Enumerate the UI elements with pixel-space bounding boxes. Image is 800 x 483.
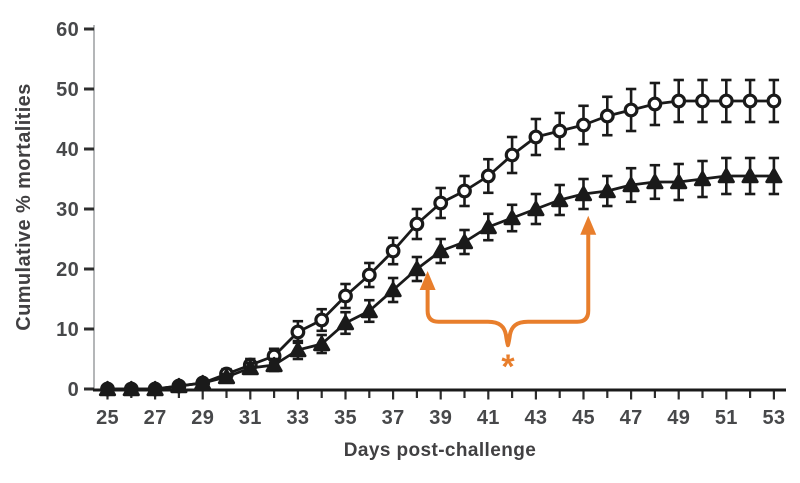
filled-triangle-marker — [241, 359, 259, 376]
filled-triangle-marker — [289, 341, 307, 358]
x-tick-label: 39 — [429, 407, 452, 429]
open-circle-marker — [480, 168, 496, 184]
open-circle-marker — [766, 93, 782, 109]
x-tick-label: 43 — [524, 407, 547, 429]
filled-triangle-marker — [432, 242, 450, 259]
filled-triangle-marker — [717, 167, 735, 184]
significance-annotation: * — [419, 215, 597, 386]
x-tick-label: 31 — [239, 407, 262, 429]
filled-triangle-marker — [384, 281, 402, 298]
chart-plot-area: 0 10 20 30 40 50 60 25 27 29 31 33 35 37 39 41 43 45 47 49 5… — [56, 19, 786, 429]
filled-triangle-marker — [217, 368, 236, 385]
x-axis: 25 27 29 31 33 35 37 39 41 43 45 47 49 51 53 — [93, 388, 786, 429]
filled-triangle-marker — [98, 380, 117, 397]
filled-triangle-marker — [598, 182, 616, 199]
open-circle-marker — [504, 147, 520, 163]
y-tick-label: 20 — [56, 259, 79, 281]
y-tick-label: 50 — [56, 79, 79, 101]
x-tick-label: 45 — [572, 407, 595, 429]
y-tick-label: 60 — [56, 19, 79, 41]
y-tick-label: 40 — [56, 139, 79, 161]
x-tick-label: 35 — [334, 407, 357, 429]
filled-triangle-marker — [574, 185, 593, 202]
open-circle-marker — [361, 267, 377, 283]
x-tick-label: 47 — [620, 407, 643, 429]
x-tick-label: 41 — [477, 407, 500, 429]
filled-triangle-marker — [455, 233, 474, 250]
x-axis-title: Days post-challenge — [344, 440, 536, 461]
open-circle-marker — [385, 243, 401, 259]
x-tick-label: 33 — [286, 407, 309, 429]
filled-triangle-marker — [194, 374, 212, 391]
series-open-circles — [100, 78, 782, 397]
open-circle-marker — [552, 123, 568, 139]
x-tick-label: 53 — [762, 407, 785, 429]
open-circle-marker — [671, 93, 687, 109]
filled-triangle-marker — [693, 170, 712, 187]
filled-triangle-marker — [527, 200, 545, 217]
open-circle-marker — [314, 312, 330, 328]
significance-bracket — [425, 229, 591, 348]
x-tick-label: 49 — [667, 407, 690, 429]
y-tick-label: 30 — [56, 199, 79, 221]
x-tick-label: 51 — [715, 407, 738, 429]
filled-triangle-marker — [503, 209, 521, 226]
open-circle-marker — [695, 93, 710, 109]
filled-triangle-marker — [122, 380, 140, 397]
up-arrow-icon — [580, 215, 597, 235]
open-circle-marker — [433, 195, 449, 211]
open-circle-marker — [457, 183, 472, 199]
significance-asterisk: * — [501, 348, 515, 386]
filled-triangle-marker — [741, 167, 759, 184]
open-circle-marker — [599, 108, 615, 124]
filled-triangle-marker — [670, 173, 688, 190]
y-tick-label: 0 — [68, 379, 79, 401]
open-circle-marker — [647, 96, 663, 112]
filled-triangle-marker — [551, 191, 569, 208]
x-tick-label: 27 — [144, 407, 167, 429]
open-circle-marker — [576, 117, 591, 133]
open-circle-marker — [290, 324, 306, 340]
y-axis: 0 10 20 30 40 50 60 — [56, 19, 95, 401]
filled-triangle-marker — [265, 356, 283, 373]
open-circle-marker — [718, 93, 734, 109]
filled-triangle-marker — [360, 302, 378, 319]
filled-triangle-marker — [408, 260, 426, 277]
open-circle-marker — [528, 129, 544, 145]
x-tick-label: 37 — [382, 407, 405, 429]
filled-triangle-marker — [313, 335, 331, 352]
filled-triangle-marker — [646, 173, 664, 190]
open-circle-marker — [623, 102, 639, 118]
open-circle-marker — [742, 93, 758, 109]
y-tick-label: 10 — [56, 319, 79, 341]
open-circle-marker — [409, 216, 425, 232]
x-tick-label: 29 — [191, 407, 214, 429]
filled-triangle-marker — [765, 167, 783, 184]
x-tick-label: 25 — [96, 407, 119, 429]
filled-triangle-marker — [479, 218, 497, 235]
filled-triangle-marker — [336, 314, 355, 331]
series-filled-triangles — [98, 156, 783, 397]
y-axis-title: Cumulative % mortalities — [13, 83, 35, 330]
up-arrow-icon — [419, 271, 436, 290]
open-circle-marker — [338, 288, 353, 304]
filled-triangle-marker — [622, 176, 640, 193]
filled-triangle-marker — [170, 377, 188, 394]
filled-triangle-marker — [146, 380, 164, 397]
